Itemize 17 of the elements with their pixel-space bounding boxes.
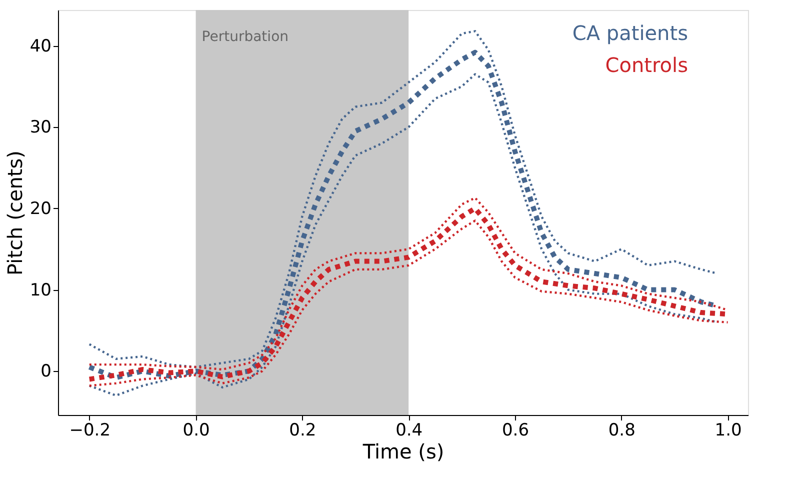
y-tick-label: 10 — [30, 280, 52, 300]
x-axis-title: Time (s) — [362, 440, 444, 464]
x-tick-label: 0.4 — [396, 420, 423, 440]
x-tick-label: −0.2 — [69, 420, 111, 440]
y-axis-title: Pitch (cents) — [2, 150, 27, 276]
x-tick-label: 0.0 — [182, 420, 210, 440]
text: Controls — [605, 53, 688, 77]
x-tick-label: 0.6 — [502, 420, 530, 440]
x-tick-label: 0.8 — [608, 420, 636, 440]
x-tick-label: 1.0 — [714, 420, 742, 440]
text: CA patients — [572, 21, 688, 45]
y-tick-label: 30 — [30, 118, 52, 138]
band-label: Perturbation — [202, 29, 289, 45]
y-tick-label: 20 — [30, 198, 52, 219]
y-tick-label: 40 — [30, 36, 52, 56]
y-tick-label: 0 — [40, 362, 52, 382]
x-tick-label: 0.2 — [289, 420, 316, 440]
